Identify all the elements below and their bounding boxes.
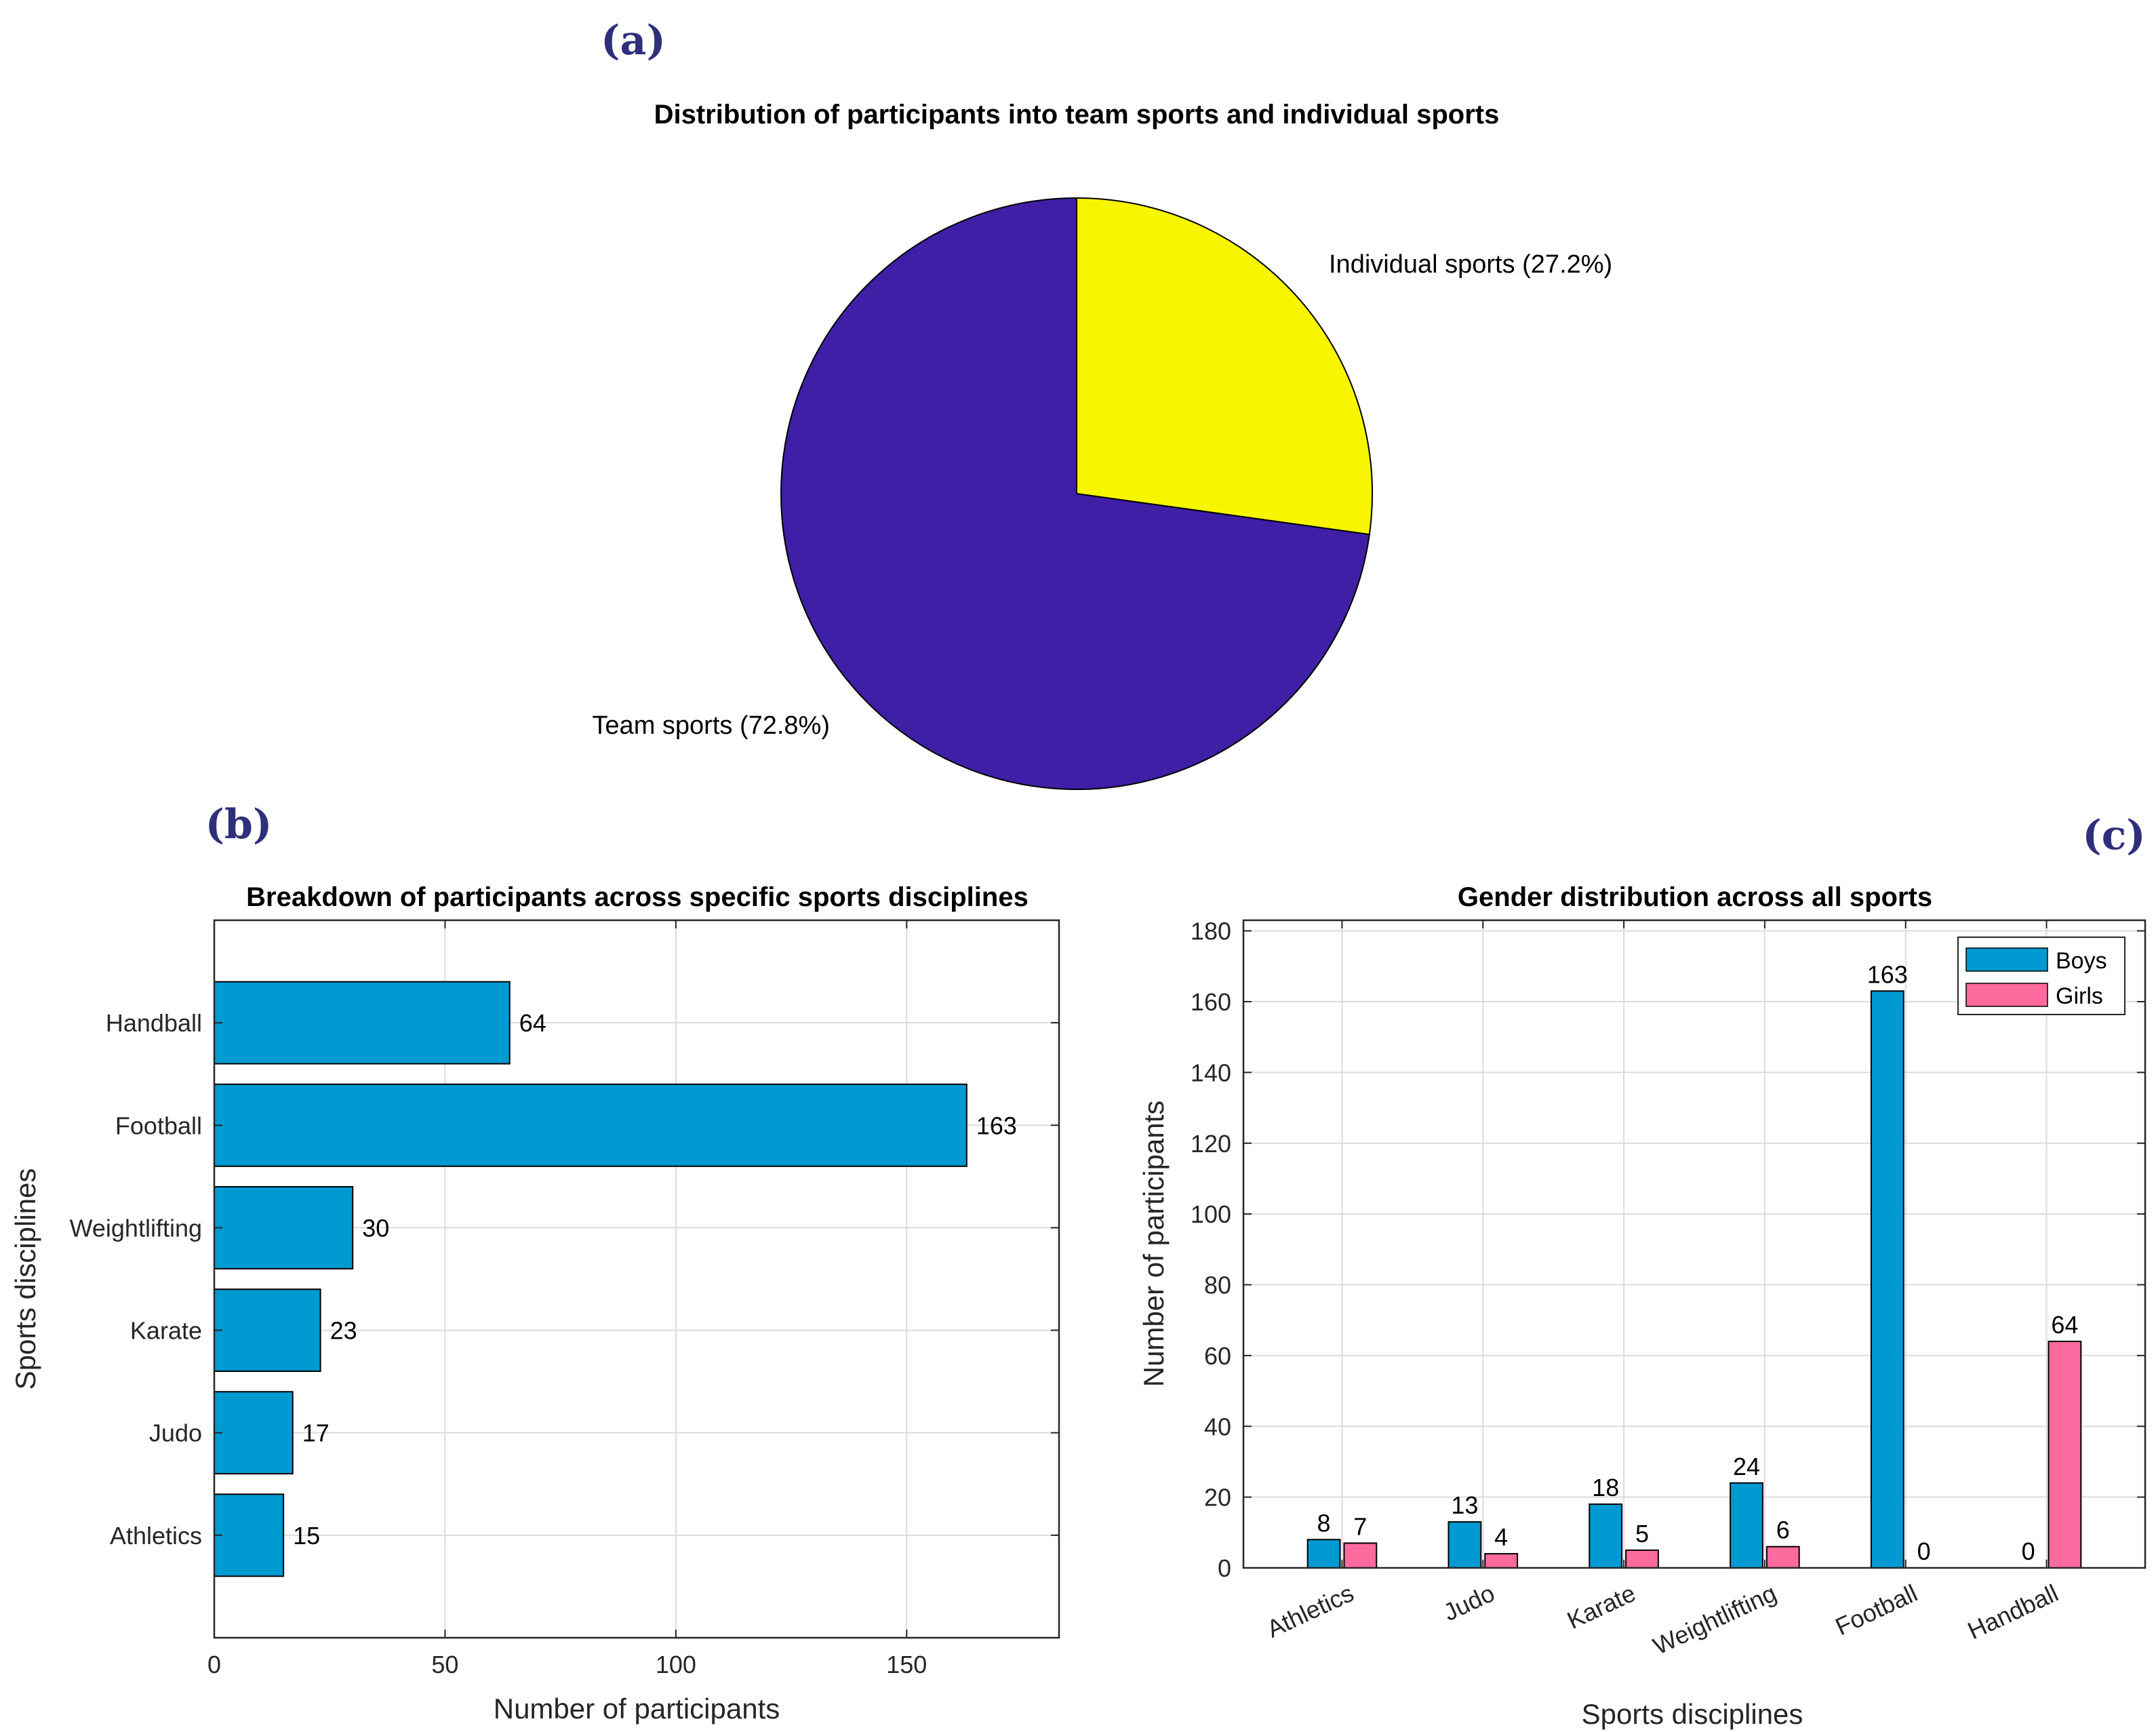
y-tick-label-b: Football	[115, 1111, 202, 1139]
x-tick-label-b: 50	[431, 1651, 458, 1678]
bar-athletics	[214, 1493, 285, 1577]
y-tick-label-c: 140	[1191, 1059, 1231, 1086]
data-label-handball: 64	[519, 1009, 546, 1037]
pie-slice-individual-sports	[1076, 197, 1373, 536]
bar-girls-handball	[2048, 1341, 2082, 1569]
plot-frame-b	[213, 919, 1060, 1639]
panel-label-c: (c)	[2082, 812, 2145, 859]
y-tick-label-b: Athletics	[110, 1522, 202, 1550]
data-label-girls-handball: 64	[2051, 1311, 2078, 1339]
bar-judo	[214, 1391, 294, 1475]
x-axis-label-b: Number of participants	[494, 1693, 780, 1725]
pie-chart: Distribution of participants into team s…	[592, 100, 1612, 790]
y-tick-label-c: 160	[1191, 988, 1231, 1016]
x-tick-label-c: Judo	[1439, 1579, 1499, 1626]
data-label-girls-judo: 4	[1494, 1523, 1508, 1551]
data-label-boys-karate: 18	[1592, 1474, 1619, 1501]
x-tick-label-c: Karate	[1563, 1579, 1639, 1634]
y-tick-label-c: 40	[1204, 1413, 1231, 1440]
bar-handball	[214, 981, 511, 1065]
x-tick-label-c: Handball	[1963, 1579, 2062, 1645]
y-tick-label-c: 0	[1218, 1554, 1231, 1582]
y-tick-label-c: 180	[1191, 918, 1231, 945]
bar-football	[214, 1083, 967, 1167]
pie-label-team: Team sports (72.8%)	[592, 711, 830, 740]
data-label-boys-athletics: 8	[1317, 1509, 1331, 1537]
data-label-boys-football: 163	[1867, 960, 1908, 988]
bar-boys-football	[1870, 990, 1904, 1569]
legend-swatch-boys	[1965, 947, 2048, 972]
x-tick-label-c: Athletics	[1262, 1579, 1358, 1643]
data-label-weightlifting: 30	[362, 1214, 389, 1242]
bar-boys-athletics	[1306, 1539, 1341, 1569]
y-axis-label-c: Number of participants	[1138, 1101, 1170, 1387]
legend-label-girls: Girls	[2056, 983, 2103, 1009]
x-tick-label-b: 100	[656, 1651, 696, 1678]
data-label-karate: 23	[330, 1317, 357, 1345]
pie-label-individual: Individual sports (27.2%)	[1329, 250, 1612, 279]
x-tick-label-c: Football	[1831, 1579, 1921, 1640]
data-label-boys-handball: 0	[2022, 1537, 2035, 1565]
x-axis-label-c: Sports disciplines	[1582, 1698, 1803, 1730]
x-tick-label-c: Weightlifting	[1649, 1579, 1780, 1660]
y-tick-label-c: 20	[1204, 1484, 1231, 1512]
bar-karate	[214, 1288, 321, 1373]
bar-girls-karate	[1625, 1549, 1659, 1569]
y-tick-label-c: 80	[1204, 1272, 1231, 1299]
x-tick-label-b: 150	[886, 1651, 927, 1678]
y-tick-label-c: 60	[1204, 1342, 1231, 1370]
x-tick-label-b: 0	[207, 1651, 221, 1678]
data-label-boys-judo: 13	[1451, 1491, 1478, 1519]
y-tick-label-b: Karate	[130, 1317, 202, 1345]
data-label-football: 163	[976, 1111, 1017, 1139]
pie-chart-title: Distribution of participants into team s…	[654, 100, 1500, 130]
horizontal-bar-chart: Breakdown of participants across specifi…	[9, 882, 1060, 1725]
pie-slice-team-sports	[780, 197, 1370, 790]
y-tick-label-c: 120	[1191, 1130, 1231, 1158]
legend-label-boys: Boys	[2056, 948, 2107, 974]
data-label-girls-football: 0	[1917, 1537, 1931, 1565]
panel-label-a: (a)	[601, 17, 666, 64]
bar-chart-b-title: Breakdown of participants across specifi…	[246, 882, 1029, 912]
y-tick-label-b: Handball	[106, 1009, 202, 1037]
data-label-athletics: 15	[293, 1522, 320, 1550]
y-axis-label-b: Sports disciplines	[9, 1168, 41, 1390]
data-label-boys-weightlifting: 24	[1733, 1453, 1760, 1480]
bar-girls-weightlifting	[1765, 1546, 1800, 1569]
bar-boys-judo	[1448, 1521, 1482, 1569]
bar-boys-weightlifting	[1730, 1482, 1763, 1569]
plot-frame-c	[1242, 919, 2147, 1569]
bar-chart-c-title: Gender distribution across all sports	[1458, 882, 1932, 912]
bar-girls-judo	[1484, 1553, 1519, 1569]
bar-girls-athletics	[1343, 1542, 1378, 1569]
bar-weightlifting	[214, 1185, 354, 1270]
y-tick-label-b: Weightlifting	[70, 1214, 202, 1242]
legend: Boys Girls	[1957, 937, 2125, 1015]
data-label-girls-athletics: 7	[1353, 1512, 1367, 1540]
panel-label-b: (b)	[205, 801, 273, 848]
y-tick-label-c: 100	[1191, 1200, 1231, 1228]
data-label-girls-weightlifting: 6	[1776, 1516, 1790, 1544]
data-label-judo: 17	[302, 1419, 330, 1447]
legend-swatch-girls	[1965, 983, 2048, 1007]
bar-boys-karate	[1589, 1503, 1623, 1569]
data-label-girls-karate: 5	[1635, 1520, 1649, 1548]
y-tick-label-b: Judo	[149, 1419, 202, 1447]
